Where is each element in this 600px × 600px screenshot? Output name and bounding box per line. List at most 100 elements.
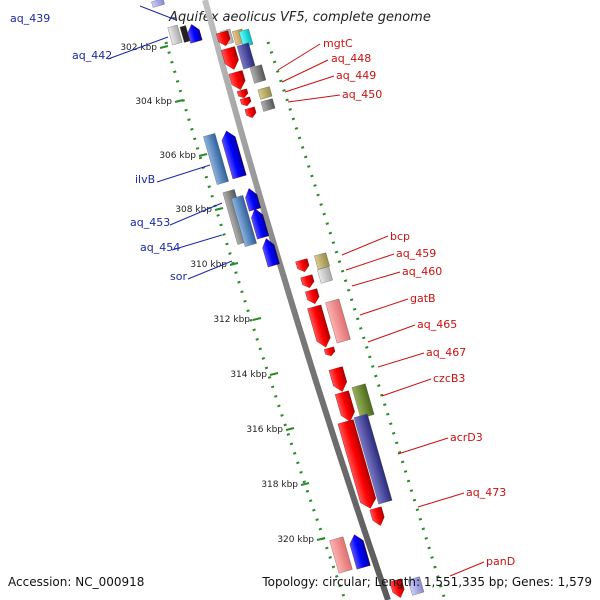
right-gene-label: panD xyxy=(486,555,515,568)
genome-backbone xyxy=(202,0,391,600)
tick-mark xyxy=(316,537,326,541)
right-gene-label: gatB xyxy=(410,292,436,305)
gene-arrow xyxy=(307,304,331,348)
tick-mark xyxy=(214,207,224,211)
tick-label: 316 kbp xyxy=(246,425,283,435)
callout-line xyxy=(381,378,432,397)
gene-arrow xyxy=(305,288,320,304)
gene-arrow xyxy=(244,106,257,118)
tick-label: 304 kbp xyxy=(135,97,172,107)
gene-arrow xyxy=(337,419,377,509)
gene-arrow xyxy=(349,534,371,570)
gene-feature xyxy=(407,576,425,596)
callout-line xyxy=(345,253,395,271)
left-gene-label: ilvB xyxy=(135,173,155,186)
gene-arrow xyxy=(369,506,385,526)
tick-mark xyxy=(229,262,239,266)
gene-feature xyxy=(203,133,229,185)
tick-mark xyxy=(252,317,262,321)
gene-feature xyxy=(257,86,273,100)
callout-line xyxy=(287,94,341,103)
gene-arrow xyxy=(187,24,203,44)
left-gene-label: sor xyxy=(170,270,187,283)
gene-arrow xyxy=(334,390,355,422)
right-gene-label: acrD3 xyxy=(450,431,483,444)
gene-arrow xyxy=(239,96,252,107)
gene-arrow xyxy=(389,578,405,598)
accession-text: Accession: NC_000918 xyxy=(8,575,145,589)
right-gene-label: aq_465 xyxy=(417,318,457,331)
right-gene-label: bcp xyxy=(390,230,410,243)
callout-line xyxy=(351,271,401,287)
callout-line xyxy=(397,437,449,455)
tick-mark xyxy=(159,45,169,49)
left-gene-label: aq_453 xyxy=(130,216,170,229)
gene-features xyxy=(151,0,425,598)
callout-line xyxy=(187,260,233,280)
right-gene-label: aq_448 xyxy=(331,52,371,65)
gene-feature xyxy=(249,64,267,84)
gene-arrow xyxy=(228,70,246,90)
gene-feature xyxy=(314,252,330,270)
callout-line xyxy=(156,164,211,183)
gene-arrow xyxy=(300,274,315,288)
gene-arrow xyxy=(328,366,347,392)
callout-line xyxy=(359,298,409,316)
callout-line xyxy=(281,59,329,83)
gene-arrow xyxy=(221,130,247,180)
gene-feature xyxy=(351,383,375,419)
right-gene-label: aq_473 xyxy=(466,486,506,499)
left-gene-label: aq_439 xyxy=(10,12,50,25)
gene-feature xyxy=(353,413,393,505)
gene-feature xyxy=(236,42,256,70)
gene-feature xyxy=(325,298,351,344)
right-gene-label: aq_450 xyxy=(342,88,382,101)
map-title: Aquifex aeolicus VF5, complete genome xyxy=(169,10,431,25)
gene-feature xyxy=(167,24,183,46)
tick-label: 312 kbp xyxy=(213,315,250,325)
tick-label: 320 kbp xyxy=(277,535,314,545)
genome-summary-text: Topology: circular; Length: 1,551,335 bp… xyxy=(262,575,592,589)
callout-line xyxy=(277,43,321,71)
right-gene-label: czcB3 xyxy=(433,372,465,385)
tick-marks xyxy=(159,45,326,541)
callout-line xyxy=(417,492,465,508)
gene-arrow xyxy=(295,258,310,272)
right-gene-label: mgtC xyxy=(323,37,353,50)
gene-arrow xyxy=(251,208,270,240)
callout-line xyxy=(169,202,223,226)
callout-line xyxy=(139,5,177,21)
right-gene-label: aq_459 xyxy=(396,247,436,260)
tick-mark xyxy=(300,482,310,486)
right-gene-label: aq_467 xyxy=(426,346,466,359)
tick-label: 308 kbp xyxy=(175,205,212,215)
callout-line xyxy=(284,75,335,93)
right-gene-label: aq_460 xyxy=(402,265,442,278)
left-gene-label: aq_442 xyxy=(72,49,112,62)
tick-mark xyxy=(269,372,279,376)
gene-arrow xyxy=(323,346,336,357)
callout-line xyxy=(377,352,425,368)
right-gene-label: aq_449 xyxy=(336,69,376,82)
gene-feature xyxy=(317,266,333,284)
gene-feature xyxy=(151,0,165,8)
callout-line xyxy=(341,235,389,256)
callout-line xyxy=(367,324,416,343)
tick-mark xyxy=(198,153,208,157)
tick-label: 314 kbp xyxy=(230,370,267,380)
gene-feature xyxy=(260,98,276,112)
gene-feature xyxy=(231,195,257,247)
tick-mark xyxy=(285,427,295,431)
left-gene-label: aq_454 xyxy=(140,241,180,254)
gene-arrow xyxy=(221,46,239,70)
callout-line xyxy=(449,561,485,577)
tick-mark xyxy=(174,99,184,103)
gene-feature xyxy=(329,536,353,574)
callout-line xyxy=(107,36,169,60)
gene-arrow xyxy=(262,238,280,268)
callout-line xyxy=(171,234,223,251)
